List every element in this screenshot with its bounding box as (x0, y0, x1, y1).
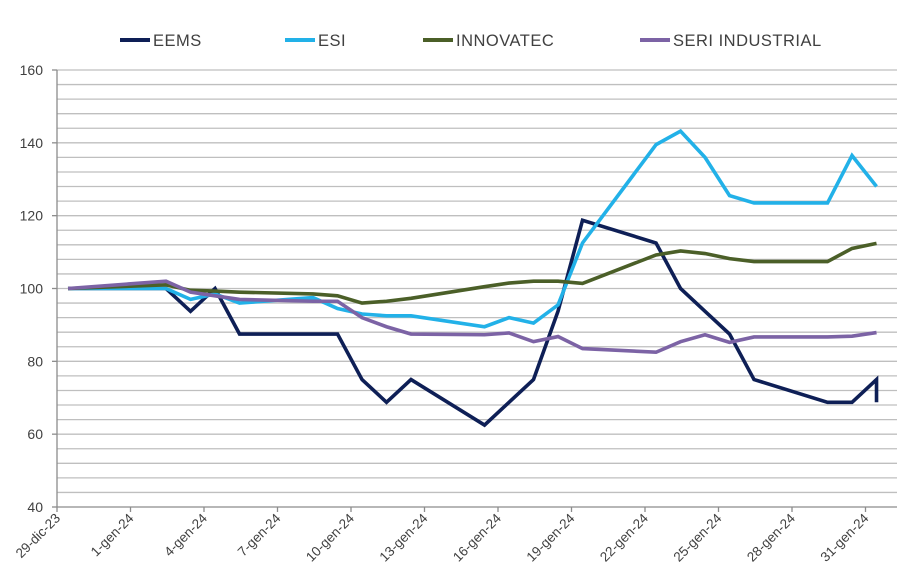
x-tick-label: 19-gen-24 (523, 510, 577, 564)
gridlines (57, 69, 897, 494)
series-line-eems (68, 217, 879, 428)
legend-label: SERI INDUSTRIAL (673, 32, 822, 50)
y-tick-label: 40 (27, 499, 43, 515)
series-line-innovatec (67, 241, 877, 305)
legend-item-seri-industrial: SERI INDUSTRIAL (640, 32, 822, 50)
x-tick-label: 28-gen-24 (744, 510, 798, 564)
x-tick-label: 10-gen-24 (303, 510, 357, 564)
legend-item-eems: EEMS (120, 32, 202, 50)
y-tick-label: 100 (20, 281, 44, 297)
legend-label: ESI (318, 32, 346, 50)
series-line-seri-industrial (67, 279, 877, 355)
x-tick-label: 4-gen-24 (161, 510, 210, 559)
series-line-esi (68, 128, 878, 329)
x-tick-label: 13-gen-24 (376, 510, 430, 564)
legend: EEMS ESI INNOVATEC SERI INDUSTRIAL (120, 32, 822, 50)
y-tick-label: 120 (20, 208, 44, 224)
legend-label: INNOVATEC (456, 32, 554, 50)
x-tick-label: 25-gen-24 (670, 510, 724, 564)
axes (52, 69, 897, 512)
x-tick-label: 16-gen-24 (450, 510, 504, 564)
x-tick-label: 7-gen-24 (235, 510, 284, 559)
y-tick-label: 160 (20, 62, 44, 78)
legend-label: EEMS (153, 32, 202, 50)
legend-item-esi: ESI (285, 32, 346, 50)
y-tick-label: 80 (27, 353, 43, 369)
x-tick-label: 1-gen-24 (88, 510, 137, 559)
x-axis-labels: 29-dic-23 1-gen-24 4-gen-24 7-gen-24 10-gen-… (13, 510, 872, 564)
y-axis-labels: 40 60 80 100 120 140 160 (20, 62, 44, 515)
x-tick-label: 22-gen-24 (597, 510, 651, 564)
y-tick-label: 140 (20, 135, 44, 151)
legend-item-innovatec: INNOVATEC (423, 32, 554, 50)
x-tick-label: 29-dic-23 (13, 511, 63, 561)
x-tick-label: 31-gen-24 (817, 510, 871, 564)
series-lines (67, 128, 879, 428)
y-tick-label: 60 (27, 426, 43, 442)
